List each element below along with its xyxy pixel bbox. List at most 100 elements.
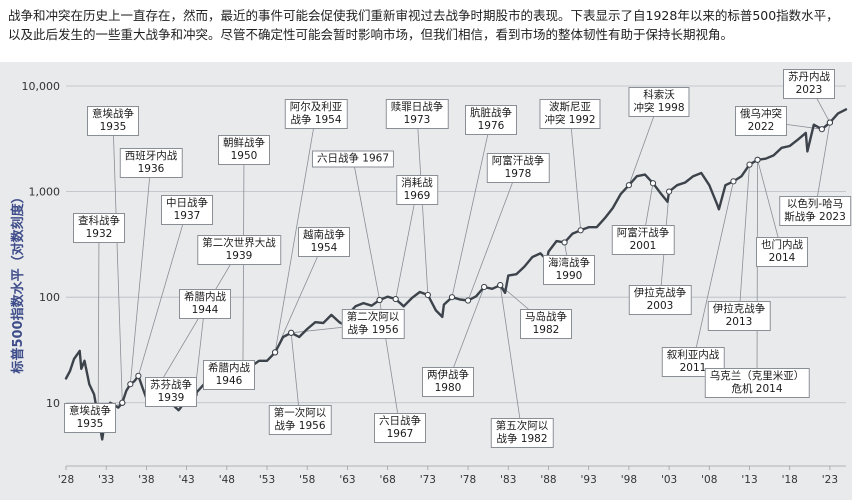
annotation-line: 1937 <box>173 210 201 222</box>
annotation-line: 战争 1954 <box>290 114 342 126</box>
event-marker <box>392 295 399 303</box>
x-tick-label: '78 <box>460 474 476 486</box>
annotation-line: 1932 <box>85 228 113 240</box>
annotation-box: 俄乌冲突 2022 <box>735 106 787 136</box>
event-marker <box>746 161 753 168</box>
annotation-leader <box>756 159 758 384</box>
annotation-line: 六日战争 1967 <box>316 152 390 165</box>
x-tick-label: '93 <box>581 474 597 486</box>
annotation-leader <box>757 159 783 253</box>
annotation-line: 消耗战 <box>401 177 433 189</box>
annotation-line: 1982 <box>532 324 560 336</box>
event-marker <box>135 372 142 379</box>
annotation-box: 苏丹内战 2023 <box>783 69 835 99</box>
annotation-box: 查科战争 1932 <box>73 213 125 243</box>
event-marker <box>464 297 472 304</box>
annotation-line: 2023 <box>795 84 823 96</box>
chart-panel: 10 100 1,000 10,000 '28 '33 '38 '43 '48 '53 '58 '6… <box>0 62 852 500</box>
annotation-line: 伊拉克战争 <box>633 287 687 299</box>
annotation-leader <box>129 162 152 385</box>
event-marker <box>665 188 673 195</box>
annotation-box: 六日战争 1967 <box>374 413 426 443</box>
annotation-line: 1973 <box>403 114 431 126</box>
annotation-leaders <box>89 83 831 434</box>
event-marker <box>818 126 825 133</box>
annotation-box: 波斯尼亚 冲突 1992 <box>539 99 601 129</box>
event-marker <box>577 227 584 234</box>
annotation-leader <box>499 285 523 434</box>
annotation-leader <box>738 164 750 317</box>
annotation-leader <box>274 113 317 353</box>
annotation-leader <box>154 249 240 393</box>
annotation-line: 阿富汗战争 <box>491 155 545 167</box>
series-layer <box>64 108 848 441</box>
annotation-line: 1946 <box>215 375 243 387</box>
annotation-leader <box>569 113 582 231</box>
annotation-line: 第二次阿以 <box>346 311 400 323</box>
y-tick-label: 10,000 <box>22 80 61 93</box>
annotation-line: 意埃战争 <box>69 405 111 417</box>
event-marker <box>497 282 504 289</box>
annotation-box: 阿富汗战争 1978 <box>486 153 550 183</box>
event-marker <box>481 283 488 291</box>
annotation-leader <box>447 286 485 383</box>
annotation-leader <box>137 209 188 376</box>
annotation-line: 马岛战争 <box>525 311 567 323</box>
annotation-box: 两伊战争 1980 <box>422 367 474 397</box>
annotation-box: 肮脏战争 1976 <box>465 105 517 135</box>
annotation-line: 2001 <box>629 240 657 252</box>
annotation-box: 科索沃 冲突 1998 <box>628 87 690 117</box>
y-tick-label: 100 <box>39 291 60 304</box>
x-tick-label: '68 <box>380 474 396 486</box>
y-tick-label: 1,000 <box>29 186 61 199</box>
x-tick-label: '18 <box>782 474 798 486</box>
annotation-line: 2011 <box>679 362 707 374</box>
x-tick-label: '08 <box>701 474 717 486</box>
annotation-box: 第二次世界大战 1939 <box>197 235 281 265</box>
y-tick-labels: 10 100 1,000 10,000 <box>22 80 61 410</box>
annotation-line: 伊拉克战争 <box>712 303 766 315</box>
annotation-line: 战争 1956 <box>347 324 399 336</box>
annotation-line: 2014 <box>768 252 796 264</box>
event-marker <box>448 294 456 301</box>
annotation-line: 第二次世界大战 <box>202 237 276 249</box>
annotation-line: 1950 <box>230 150 258 162</box>
annotation-box: 乌克兰（克里米亚） 危机 2014 <box>704 368 810 398</box>
annotation-line: 希腊内战 <box>184 291 226 303</box>
annotation-line: 战争 1982 <box>496 433 548 445</box>
annotation-line: 苏丹内战 <box>788 71 830 83</box>
annotation-line: 2013 <box>725 316 753 328</box>
annotation-box: 越南战争 1954 <box>298 227 350 257</box>
event-marker <box>127 381 134 388</box>
annotation-line: 朝鲜战争 <box>223 137 265 149</box>
annotation-leader <box>112 120 123 403</box>
x-tick-label: '43 <box>178 474 194 486</box>
x-tick-label: '33 <box>98 474 114 486</box>
annotation-leader <box>352 158 381 301</box>
x-tick-label: '88 <box>540 474 556 486</box>
x-tick-label: '03 <box>661 474 677 486</box>
annotation-box: 马岛战争 1982 <box>520 309 572 339</box>
annotation-line: 第五次阿以 <box>495 420 549 432</box>
x-tick-label: '28 <box>58 474 74 486</box>
annotation-line: 1976 <box>477 120 505 132</box>
event-marker <box>826 119 834 126</box>
event-marker <box>271 349 279 356</box>
annotation-line: 肮脏战争 <box>470 107 512 119</box>
annotation-line: 两伊战争 <box>427 369 469 381</box>
annotation-box: 中日战争 1937 <box>161 195 213 225</box>
annotation-line: 1980 <box>434 382 462 394</box>
annotation-line: 阿富汗战争 <box>616 227 670 239</box>
event-marker <box>730 178 737 185</box>
annotation-line: 冲突 1998 <box>633 102 685 114</box>
annotation-line: 科索沃 <box>643 89 675 101</box>
annotation-leader <box>451 119 492 298</box>
annotation-line: 1939 <box>225 250 253 262</box>
annotation-line: 1990 <box>555 270 583 282</box>
annotation-box: 意埃战争 1935 <box>64 403 116 433</box>
annotation-box: 也门内战 2014 <box>756 237 808 267</box>
annotation-line: 1978 <box>504 168 532 180</box>
annotation-line: 第一次阿以 <box>273 407 327 419</box>
annotation-line: 1944 <box>191 304 219 316</box>
annotation-line: 1936 <box>137 163 165 175</box>
